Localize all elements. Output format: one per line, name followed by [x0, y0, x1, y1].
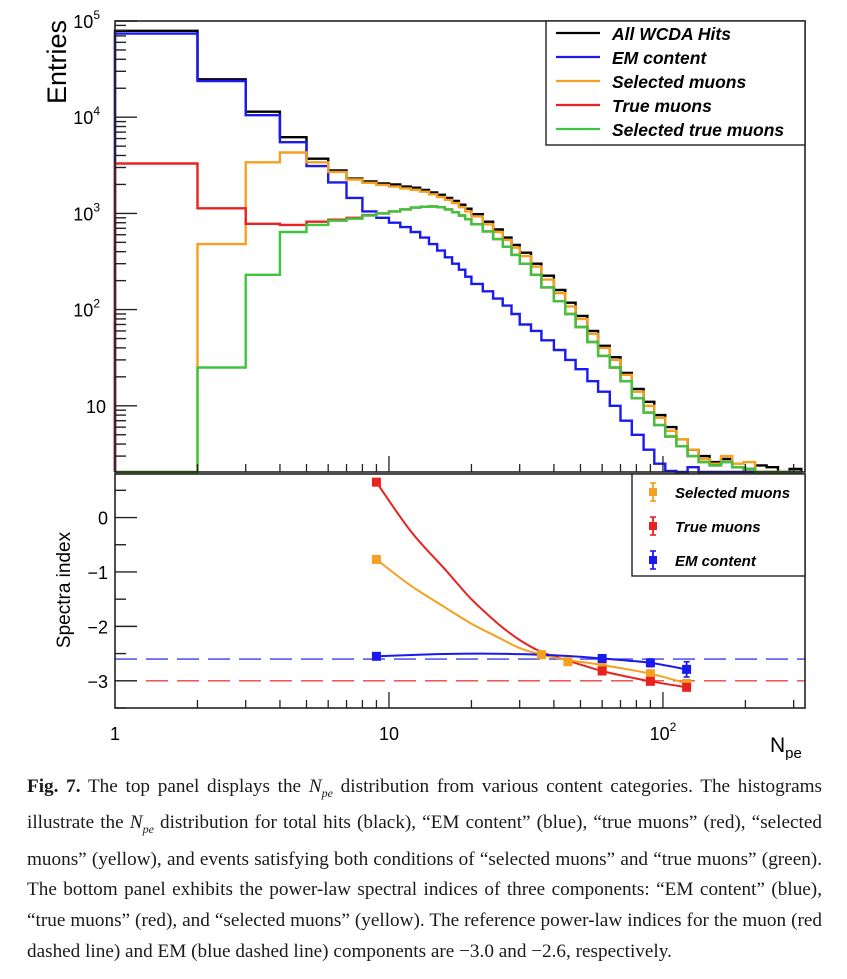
- legend-marker-em: [649, 556, 657, 564]
- legend-label-selected: Selected muons: [612, 72, 746, 92]
- caption-symbol: Npe: [130, 812, 154, 833]
- legend-label-seltrue: Selected true muons: [612, 120, 784, 140]
- fit-curve-selected: [376, 559, 686, 683]
- histogram-true: [115, 164, 801, 473]
- fit-curve-em: [376, 654, 686, 670]
- figure-label: Fig. 7.: [27, 776, 81, 797]
- legend-label-true: True muons: [675, 519, 761, 536]
- x-tick-label: 10: [379, 724, 399, 744]
- y-tick-label-exponent: 3: [93, 200, 100, 214]
- y-tick-label: 102: [73, 297, 100, 321]
- y-tick-label: −1: [87, 563, 108, 583]
- bottom-x-ticks: 110102: [110, 692, 794, 744]
- top-y-axis-label: Entries: [42, 20, 72, 104]
- figure: Entries 10102103104105 All WCDA HitsEM c…: [0, 0, 847, 760]
- x-tick-label-base: 10: [650, 724, 670, 744]
- x-axis-label: Npe: [770, 734, 802, 760]
- y-tick-label-base: 10: [73, 301, 93, 321]
- legend-label-true: True muons: [612, 96, 712, 116]
- y-tick-label-exponent: 5: [93, 8, 100, 22]
- y-tick-label-exponent: 4: [93, 104, 100, 118]
- data-point-em: [372, 652, 381, 661]
- legend-label-all: All WCDA Hits: [611, 24, 731, 44]
- top-y-ticks: 10102103104105: [73, 8, 137, 456]
- y-tick-label: 104: [73, 104, 100, 128]
- data-point-em: [682, 665, 691, 674]
- y-tick-label-base: 10: [73, 108, 93, 128]
- data-point-true: [372, 478, 381, 487]
- data-point-selected: [372, 555, 381, 564]
- data-point-true: [682, 683, 691, 692]
- caption-segment: The top panel displays the: [88, 776, 309, 797]
- y-tick-label-base: 10: [73, 204, 93, 224]
- legend-label-em: EM content: [612, 48, 707, 68]
- caption-text: The top panel displays the Npe distribut…: [27, 776, 822, 962]
- y-tick-label: 103: [73, 200, 100, 224]
- x-axis-label-main: N: [770, 734, 785, 757]
- x-tick-label: 1: [110, 724, 120, 744]
- caption-symbol: Npe: [309, 776, 333, 797]
- y-tick-label: 10: [86, 397, 106, 417]
- data-point-em: [598, 654, 607, 663]
- legend-marker-true: [649, 522, 657, 530]
- y-tick-label: 0: [98, 509, 108, 529]
- y-tick-label: −2: [87, 617, 108, 637]
- bottom-y-ticks: −3 −2 −1 0: [87, 490, 137, 708]
- bottom-legend: Selected muons True muons EM content: [632, 474, 805, 576]
- bottom-y-axis-label: Spectra index: [54, 531, 75, 648]
- reference-lines: [115, 659, 805, 681]
- bottom-panel: Spectra index −3−2−10 110102 Selected mu…: [54, 474, 805, 760]
- top-legend: All WCDA Hits EM content Selected muons Tru…: [546, 21, 805, 145]
- y-tick-label-base: 10: [73, 12, 93, 32]
- data-point-selected: [537, 650, 546, 659]
- data-point-selected: [563, 657, 572, 666]
- legend-label-em: EM content: [675, 553, 757, 570]
- legend-marker-selected: [649, 488, 657, 496]
- histogram-seltrue: [115, 207, 801, 473]
- data-point-em: [646, 658, 655, 667]
- x-axis-label-sub: pe: [785, 745, 802, 760]
- y-tick-label-exponent: 2: [93, 297, 100, 311]
- legend-label-selected: Selected muons: [675, 485, 790, 502]
- top-panel: Entries 10102103104105 All WCDA HitsEM c…: [42, 8, 805, 472]
- y-tick-label: 105: [73, 8, 100, 32]
- figure-caption: Fig. 7. The top panel displays the Npe d…: [27, 772, 822, 967]
- x-tick-label: 102: [650, 720, 677, 744]
- x-tick-label-exponent: 2: [670, 720, 677, 734]
- data-point-true: [598, 666, 607, 675]
- y-tick-label: −3: [87, 672, 108, 692]
- data-point-true: [646, 677, 655, 686]
